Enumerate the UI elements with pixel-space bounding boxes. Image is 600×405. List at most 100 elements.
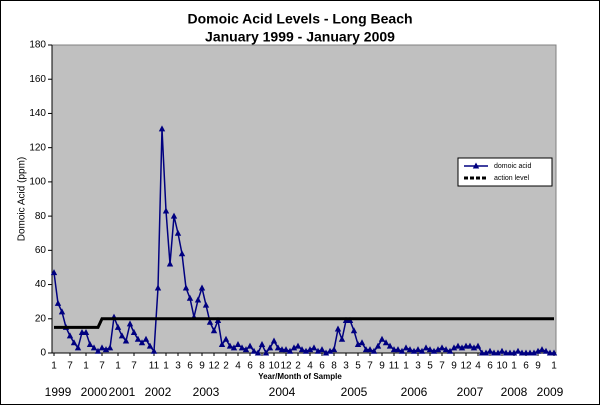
x-tick-label: 10 xyxy=(268,361,280,372)
y-tick-label: 140 xyxy=(29,108,46,119)
data-point xyxy=(66,332,74,339)
data-point xyxy=(126,320,134,327)
x-tick-label: 6 xyxy=(523,361,529,372)
data-point xyxy=(314,347,322,354)
y-tick-label: 20 xyxy=(35,313,47,324)
year-label: 2006 xyxy=(401,385,428,399)
data-point xyxy=(374,342,382,349)
data-point xyxy=(394,346,402,353)
data-point xyxy=(142,335,150,342)
x-tick-label: 9 xyxy=(451,361,457,372)
year-label: 2004 xyxy=(269,385,296,399)
data-point xyxy=(298,346,306,353)
data-point xyxy=(170,212,178,219)
data-point xyxy=(114,323,122,330)
data-point xyxy=(258,340,266,347)
x-tick-label: 1 xyxy=(403,361,409,372)
data-point xyxy=(54,299,62,306)
data-point xyxy=(194,296,202,303)
x-tick-label: 7 xyxy=(99,361,105,372)
data-point xyxy=(118,332,126,339)
data-point xyxy=(310,344,318,351)
data-point xyxy=(458,344,466,351)
x-tick-label: 1 xyxy=(511,361,517,372)
data-point xyxy=(382,339,390,346)
data-point xyxy=(510,349,518,356)
x-tick-label: 7 xyxy=(67,361,73,372)
data-point xyxy=(82,328,90,335)
data-point xyxy=(454,342,462,349)
x-tick-label: 6 xyxy=(487,361,493,372)
data-point xyxy=(182,284,190,291)
data-point xyxy=(434,346,442,353)
data-point xyxy=(58,308,66,315)
data-point xyxy=(494,349,502,356)
data-point xyxy=(222,335,230,342)
data-point xyxy=(254,349,262,356)
data-point xyxy=(426,346,434,353)
y-tick-label: 120 xyxy=(29,142,46,153)
data-point xyxy=(210,327,218,334)
legend-marker xyxy=(472,162,480,169)
data-point xyxy=(326,347,334,354)
x-tick-label: 12 xyxy=(460,361,472,372)
data-point xyxy=(130,328,138,335)
data-point xyxy=(430,347,438,354)
x-tick-label: 6 xyxy=(187,361,193,372)
data-point xyxy=(450,344,458,351)
data-point xyxy=(442,346,450,353)
data-point xyxy=(542,347,550,354)
x-tick-label: 1 xyxy=(551,361,557,372)
data-point xyxy=(74,344,82,351)
x-tick-label: 2 xyxy=(223,361,229,372)
data-point xyxy=(530,349,538,356)
y-tick-label: 160 xyxy=(29,74,46,85)
data-point xyxy=(198,284,206,291)
data-point xyxy=(366,346,374,353)
data-point xyxy=(318,346,326,353)
data-point xyxy=(98,344,106,351)
data-point xyxy=(482,349,490,356)
data-point xyxy=(158,125,166,132)
data-point xyxy=(274,344,282,351)
data-point xyxy=(94,347,102,354)
data-point xyxy=(402,344,410,351)
x-axis-label: Year/Month of Sample xyxy=(258,372,342,381)
x-tick-label: 10 xyxy=(496,361,508,372)
x-tick-label: 3 xyxy=(175,361,181,372)
x-tick-label: 8 xyxy=(331,361,337,372)
y-tick-label: 80 xyxy=(35,211,47,222)
legend-label: domoic acid xyxy=(494,163,531,170)
data-point xyxy=(150,347,158,354)
data-point xyxy=(50,269,58,276)
x-tick-label: 4 xyxy=(235,361,241,372)
data-point xyxy=(410,347,418,354)
data-point xyxy=(358,339,366,346)
chart-subtitle: January 1999 - January 2009 xyxy=(205,29,395,45)
y-tick-label: 100 xyxy=(29,177,46,188)
data-point xyxy=(422,344,430,351)
data-point xyxy=(470,344,478,351)
data-point xyxy=(230,344,238,351)
x-tick-label: 9 xyxy=(535,361,541,372)
data-point xyxy=(370,347,378,354)
data-point xyxy=(414,346,422,353)
year-label: 2005 xyxy=(341,385,368,399)
data-point xyxy=(266,344,274,351)
x-tick-label: 5 xyxy=(427,361,433,372)
year-label: 2009 xyxy=(537,385,564,399)
data-point xyxy=(106,344,114,351)
data-point xyxy=(350,327,358,334)
data-point xyxy=(206,318,214,325)
data-point xyxy=(386,342,394,349)
data-point xyxy=(466,342,474,349)
y-tick-label: 180 xyxy=(29,40,46,51)
x-tick-label: 5 xyxy=(355,361,361,372)
year-label: 2000 xyxy=(81,385,108,399)
data-point xyxy=(534,347,542,354)
legend-box xyxy=(457,157,553,187)
data-point xyxy=(294,342,302,349)
data-point xyxy=(526,349,534,356)
data-point xyxy=(250,347,258,354)
